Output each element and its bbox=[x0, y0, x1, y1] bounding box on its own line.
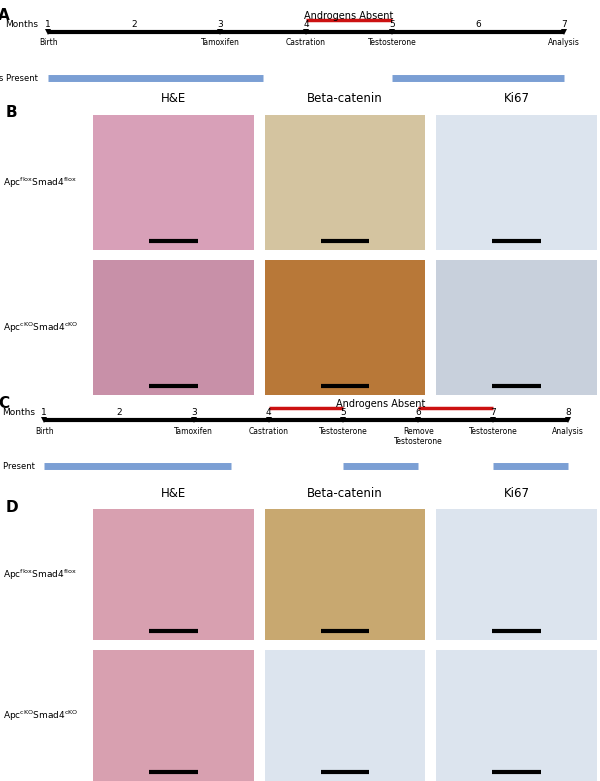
Text: Analysis: Analysis bbox=[548, 38, 580, 48]
Text: Androgens Absent: Androgens Absent bbox=[336, 399, 425, 409]
Text: Analysis: Analysis bbox=[552, 426, 584, 436]
Text: Apc$^{\mathregular{flox}}$Smad4$^{\mathregular{flox}}$: Apc$^{\mathregular{flox}}$Smad4$^{\mathr… bbox=[3, 568, 77, 582]
Text: Tamoxifen: Tamoxifen bbox=[175, 426, 213, 436]
Text: Remove
Testosterone: Remove Testosterone bbox=[394, 426, 443, 446]
Text: A: A bbox=[0, 8, 10, 23]
Text: 7: 7 bbox=[561, 20, 567, 29]
Text: Apc$^{\mathregular{cKO}}$Smad4$^{\mathregular{cKO}}$: Apc$^{\mathregular{cKO}}$Smad4$^{\mathre… bbox=[3, 708, 79, 722]
Text: 5: 5 bbox=[389, 20, 395, 29]
Text: Beta-catenin: Beta-catenin bbox=[307, 487, 383, 500]
Text: 4: 4 bbox=[303, 20, 309, 29]
Text: 6: 6 bbox=[415, 408, 421, 417]
Text: Ki67: Ki67 bbox=[503, 92, 530, 105]
Text: 2: 2 bbox=[116, 408, 122, 417]
Text: Birth: Birth bbox=[39, 38, 58, 48]
Text: Birth: Birth bbox=[35, 426, 53, 436]
Text: 4: 4 bbox=[266, 408, 271, 417]
Text: Androgens Present: Androgens Present bbox=[0, 73, 38, 83]
Text: Apc$^{\mathregular{flox}}$Smad4$^{\mathregular{flox}}$: Apc$^{\mathregular{flox}}$Smad4$^{\mathr… bbox=[3, 176, 77, 190]
Text: 3: 3 bbox=[217, 20, 223, 29]
Text: Months: Months bbox=[2, 408, 35, 417]
Text: Testosterone: Testosterone bbox=[469, 426, 517, 436]
Text: Beta-catenin: Beta-catenin bbox=[307, 92, 383, 105]
Text: 3: 3 bbox=[191, 408, 197, 417]
Text: 8: 8 bbox=[565, 408, 571, 417]
Text: Tamoxifen: Tamoxifen bbox=[200, 38, 239, 48]
Text: Androgens Present: Androgens Present bbox=[0, 462, 35, 471]
Text: 7: 7 bbox=[490, 408, 496, 417]
Text: B: B bbox=[6, 105, 17, 120]
Text: Castration: Castration bbox=[286, 38, 326, 48]
Text: Castration: Castration bbox=[248, 426, 289, 436]
Text: 2: 2 bbox=[131, 20, 137, 29]
Text: 1: 1 bbox=[41, 408, 47, 417]
Text: Ki67: Ki67 bbox=[503, 487, 530, 500]
Text: Months: Months bbox=[5, 20, 38, 29]
Text: Testosterone: Testosterone bbox=[319, 426, 368, 436]
Text: 1: 1 bbox=[45, 20, 51, 29]
Text: C: C bbox=[0, 396, 9, 411]
Text: Testosterone: Testosterone bbox=[368, 38, 416, 48]
Text: 5: 5 bbox=[341, 408, 346, 417]
Text: D: D bbox=[6, 500, 19, 515]
Text: Androgens Absent: Androgens Absent bbox=[304, 11, 394, 21]
Text: Apc$^{\mathregular{cKO}}$Smad4$^{\mathregular{cKO}}$: Apc$^{\mathregular{cKO}}$Smad4$^{\mathre… bbox=[3, 320, 79, 334]
Text: H&E: H&E bbox=[161, 487, 186, 500]
Text: 6: 6 bbox=[475, 20, 481, 29]
Text: H&E: H&E bbox=[161, 92, 186, 105]
